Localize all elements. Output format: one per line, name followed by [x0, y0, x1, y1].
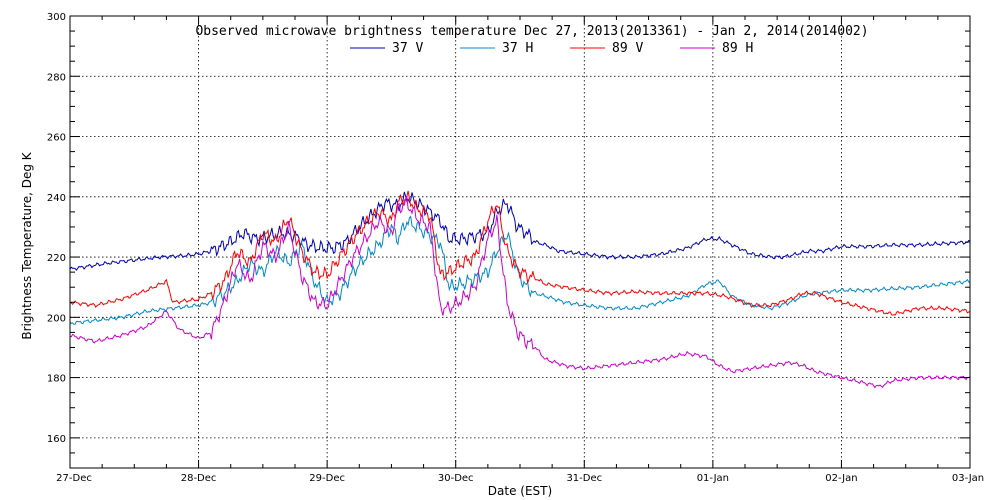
series-line-89-h [69, 195, 971, 389]
legend-label-37-v: 37 V [392, 41, 423, 56]
x-tick-label: 28-Dec [181, 473, 217, 484]
series-line-37-h [69, 215, 971, 325]
x-axis-label: Date (EST) [488, 484, 552, 498]
x-tick-label: 29-Dec [309, 473, 345, 484]
series-lines [69, 190, 971, 389]
legend-label-37-h: 37 H [502, 41, 533, 56]
y-tick-label: 260 [47, 133, 66, 144]
x-tick-label: 31-Dec [566, 473, 602, 484]
x-tick-label: 03-Jan [952, 473, 984, 484]
y-tick-label: 240 [47, 193, 66, 204]
x-tick-label: 30-Dec [438, 473, 474, 484]
y-tick-label: 200 [47, 313, 66, 324]
axis-ticks [69, 15, 971, 469]
y-tick-label: 220 [47, 253, 66, 264]
legend: 37 V 37 H 89 V 89 H [350, 41, 753, 56]
x-tick-label: 01-Jan [697, 473, 729, 484]
x-tick-label: 27-Dec [56, 473, 92, 484]
legend-label-89-h: 89 H [722, 41, 753, 56]
y-tick-label: 280 [47, 72, 66, 83]
series-line-89-v [69, 190, 971, 316]
y-tick-label: 160 [47, 434, 66, 445]
y-tick-labels: 160 180 200 220 240 260 280 300 [47, 12, 66, 445]
grid-lines [70, 16, 970, 468]
y-tick-label: 300 [47, 12, 66, 23]
legend-label-89-v: 89 V [612, 41, 643, 56]
y-axis-label: Brightness Temperature, Deg K [20, 151, 34, 339]
series-line-37-v [69, 191, 971, 272]
chart-title: Observed microwave brightness temperatur… [195, 24, 868, 39]
y-tick-label: 180 [47, 374, 66, 385]
x-tick-label: 02-Jan [825, 473, 857, 484]
x-tick-labels: 27-Dec 28-Dec 29-Dec 30-Dec 31-Dec 01-Jan 02-J… [56, 473, 984, 484]
